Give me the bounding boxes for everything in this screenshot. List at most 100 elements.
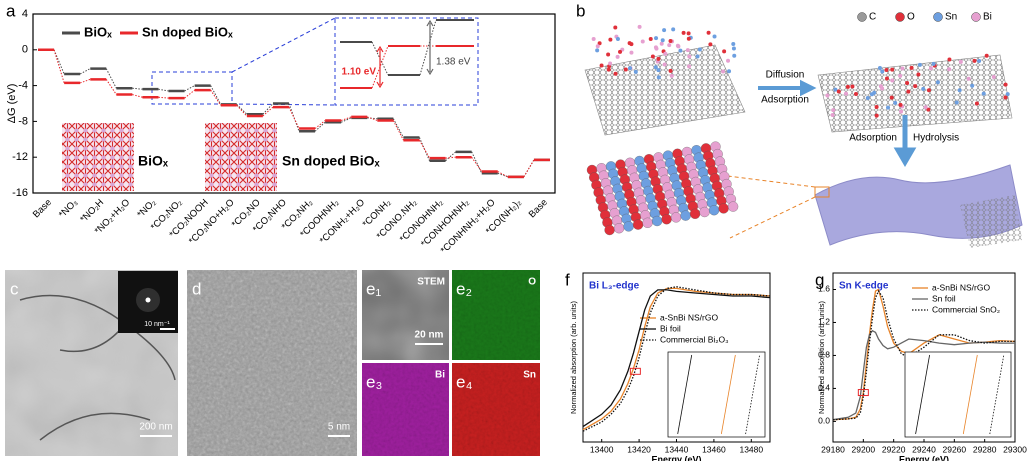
atom <box>623 221 634 232</box>
ion <box>970 83 975 88</box>
y-tick-label: 0.0 <box>818 416 830 426</box>
connector <box>288 103 300 132</box>
ion <box>659 41 664 46</box>
ion <box>668 68 673 73</box>
ion <box>667 43 672 48</box>
spectrum <box>832 288 1016 421</box>
atom <box>604 224 615 236</box>
legend-label: Bi <box>983 12 992 23</box>
y-tick-label: 0.4 <box>818 383 830 393</box>
y-tick-label: 0.8 <box>818 350 830 360</box>
legend-swatch <box>895 12 905 22</box>
ion <box>899 109 904 114</box>
x-tick-label: 13440 <box>665 444 689 454</box>
ion <box>608 37 613 42</box>
ion <box>721 69 726 74</box>
ion <box>913 84 918 89</box>
ion <box>926 107 931 112</box>
connector <box>523 159 535 178</box>
ion <box>608 61 613 66</box>
y-tick-label: -12 <box>12 151 28 163</box>
atom <box>661 214 672 225</box>
panel-label: e₂ <box>456 279 472 298</box>
ion <box>606 52 611 57</box>
ion <box>618 49 623 54</box>
diffraction-spot <box>145 297 151 303</box>
x-tick-label: 29240 <box>912 444 936 454</box>
connector <box>79 68 91 75</box>
channel-label: Sn <box>523 370 536 381</box>
y-tick-label: 4 <box>22 8 28 20</box>
ion <box>833 87 838 92</box>
legend-label: a-SnBi NS/rGO <box>660 312 718 322</box>
graphene-sheet <box>584 44 746 136</box>
ion <box>878 84 883 89</box>
inset-trace <box>720 354 736 435</box>
connector <box>340 117 352 123</box>
atom <box>632 219 644 230</box>
ion <box>637 24 642 29</box>
ion <box>931 61 936 66</box>
ion <box>597 41 602 46</box>
connector <box>288 106 300 129</box>
channel-label: Bi <box>435 370 445 381</box>
ion <box>850 84 855 89</box>
arrow <box>893 115 917 167</box>
ion <box>685 48 690 53</box>
structure-image <box>205 123 277 191</box>
connector <box>158 88 169 92</box>
ion <box>947 57 952 62</box>
schematic <box>584 24 1023 248</box>
eds-texture <box>362 363 449 456</box>
panel-title: Bi L₃-edge <box>589 281 640 292</box>
ion <box>921 86 926 91</box>
zoom-box <box>151 71 233 105</box>
structure-label: BiOₓ <box>138 153 169 169</box>
ion <box>900 66 905 71</box>
ion <box>880 69 885 74</box>
legend-label: C <box>869 12 876 23</box>
ion <box>893 100 898 105</box>
inset-levels <box>340 19 474 89</box>
panel-label: d <box>192 279 201 298</box>
ion <box>890 67 895 72</box>
panel-label: c <box>10 279 19 298</box>
x-tick-label: 29220 <box>882 444 906 454</box>
ion <box>923 105 928 110</box>
ion <box>726 58 731 63</box>
ion <box>926 88 931 93</box>
ion <box>916 72 921 77</box>
ion <box>656 68 661 73</box>
annotation: 1.38 eV <box>436 57 471 68</box>
connector <box>367 117 378 120</box>
ion <box>984 53 989 58</box>
ion <box>706 30 711 35</box>
y-axis-label: ΔG (eV) <box>6 84 18 124</box>
inset-trace <box>915 354 930 435</box>
ion <box>595 44 600 49</box>
ion <box>623 67 628 72</box>
ion <box>686 31 691 36</box>
x-tick-label: 13460 <box>702 444 726 454</box>
atom <box>718 203 729 214</box>
inset-trace <box>677 354 693 435</box>
ion <box>628 66 633 71</box>
ion <box>663 51 668 56</box>
inset-frame <box>667 351 766 438</box>
ion <box>872 90 877 95</box>
eds-texture <box>452 363 540 456</box>
zoom-line <box>729 196 816 239</box>
atom <box>651 215 663 227</box>
arrow <box>426 19 434 76</box>
ion <box>648 36 653 41</box>
legend-label: Sn <box>945 12 957 23</box>
inset-trace <box>745 354 760 435</box>
ion <box>656 75 661 80</box>
ion <box>653 65 658 70</box>
x-axis-label: Energy (eV) <box>899 454 949 461</box>
connector <box>184 89 195 99</box>
ion <box>727 69 732 74</box>
connector <box>236 104 248 115</box>
ion <box>613 25 618 30</box>
atom <box>689 208 701 219</box>
